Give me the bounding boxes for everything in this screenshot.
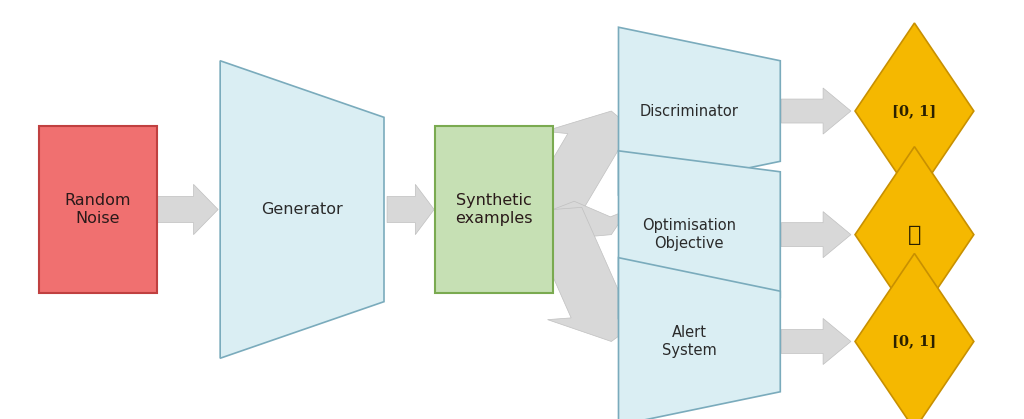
Polygon shape xyxy=(387,184,434,235)
Polygon shape xyxy=(531,201,628,240)
Text: Optimisation
Objective: Optimisation Objective xyxy=(642,218,736,251)
Text: Generator: Generator xyxy=(261,202,343,217)
Polygon shape xyxy=(781,212,851,258)
Text: [0, 1]: [0, 1] xyxy=(892,334,937,349)
Text: Alert
System: Alert System xyxy=(662,325,717,358)
Polygon shape xyxy=(781,88,851,134)
Text: Random
Noise: Random Noise xyxy=(65,193,131,226)
Polygon shape xyxy=(157,184,218,235)
Text: Discriminator: Discriminator xyxy=(640,103,738,119)
FancyBboxPatch shape xyxy=(435,126,553,293)
Text: ℝ: ℝ xyxy=(907,224,922,246)
Polygon shape xyxy=(220,61,384,358)
FancyBboxPatch shape xyxy=(39,126,157,293)
Polygon shape xyxy=(618,151,780,318)
Text: [0, 1]: [0, 1] xyxy=(892,104,937,118)
Polygon shape xyxy=(524,111,648,212)
Polygon shape xyxy=(855,147,974,323)
Polygon shape xyxy=(524,207,652,341)
Text: Synthetic
examples: Synthetic examples xyxy=(456,193,532,226)
Polygon shape xyxy=(618,27,780,195)
Polygon shape xyxy=(618,258,780,419)
Polygon shape xyxy=(855,23,974,199)
Polygon shape xyxy=(855,253,974,419)
Polygon shape xyxy=(781,318,851,365)
